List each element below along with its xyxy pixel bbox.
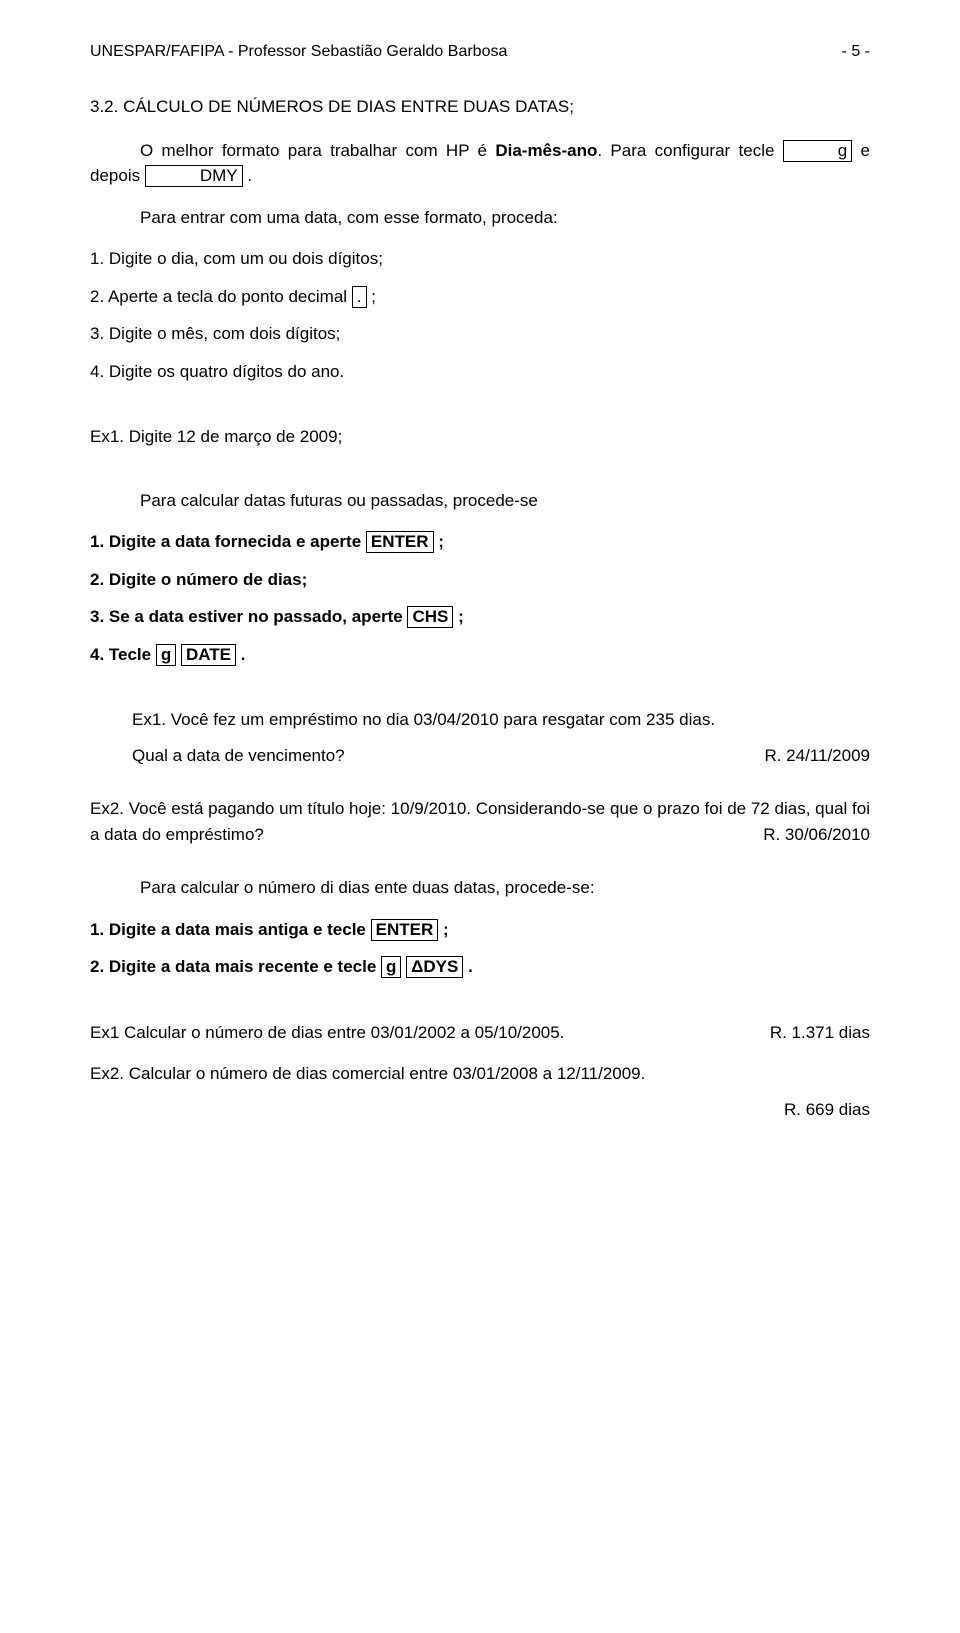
text: 3. Se a data estiver no passado, aperte <box>90 607 407 626</box>
calc-intro: Para calcular datas futuras ou passadas,… <box>90 488 870 514</box>
example-2: Ex2. Você está pagando um título hoje: 1… <box>90 796 870 847</box>
step2-item2: 2. Digite o número de dias; <box>90 567 870 593</box>
text: . Para configurar tecle <box>597 141 782 160</box>
ex1b-question: Qual a data de vencimento? <box>132 743 345 769</box>
step2-item1: 1. Digite a data fornecida e aperte ENTE… <box>90 529 870 555</box>
key-dot: . <box>352 286 367 308</box>
key-enter: ENTER <box>371 919 439 941</box>
step1-item4: 4. Digite os quatro dígitos do ano. <box>90 359 870 385</box>
ex1b-answer: R. 24/11/2009 <box>764 743 870 769</box>
key-dmy: DMY <box>145 165 243 187</box>
key-g: g <box>381 956 401 978</box>
example-1c: Ex1 Calcular o número de dias entre 03/0… <box>90 1020 870 1046</box>
step2-item4: 4. Tecle g DATE . <box>90 642 870 668</box>
key-g: g <box>783 140 852 162</box>
intro-paragraph-2: Para entrar com uma data, com esse forma… <box>90 205 870 231</box>
step3-item2: 2. Digite a data mais recente e tecle g … <box>90 954 870 980</box>
text: 1. Digite a data fornecida e aperte <box>90 532 366 551</box>
ex1c-answer: R. 1.371 dias <box>770 1020 870 1046</box>
key-ddys: ΔDYS <box>406 956 463 978</box>
step3-item1: 1. Digite a data mais antiga e tecle ENT… <box>90 917 870 943</box>
key-date: DATE <box>181 644 236 666</box>
text: Ex2. Você está pagando um título hoje: 1… <box>90 799 870 844</box>
header-left: UNESPAR/FAFIPA - Professor Sebastião Ger… <box>90 40 507 64</box>
text: ; <box>434 532 444 551</box>
calc2-intro: Para calcular o número di dias ente duas… <box>90 875 870 901</box>
example-1a: Ex1. Digite 12 de março de 2009; <box>90 424 870 450</box>
text: . <box>243 166 252 185</box>
text: 2. Digite a data mais recente e tecle <box>90 957 381 976</box>
ex1c-text: Ex1 Calcular o número de dias entre 03/0… <box>90 1020 564 1046</box>
header-page-number: - 5 - <box>842 40 870 64</box>
ex1b-line2: Qual a data de vencimento? R. 24/11/2009 <box>132 743 870 769</box>
text: 2. Aperte a tecla do ponto decimal <box>90 287 352 306</box>
step1-item1: 1. Digite o dia, com um ou dois dígitos; <box>90 246 870 272</box>
intro-paragraph-1: O melhor formato para trabalhar com HP é… <box>90 138 870 189</box>
ex2-answer: R. 30/06/2010 <box>763 822 870 848</box>
text: . <box>236 645 245 664</box>
text: O melhor formato para trabalhar com HP é <box>140 141 495 160</box>
ex1b-line1: Ex1. Você fez um empréstimo no dia 03/04… <box>132 707 870 733</box>
text: ; <box>438 920 448 939</box>
page-header: UNESPAR/FAFIPA - Professor Sebastião Ger… <box>90 40 870 64</box>
key-g: g <box>156 644 176 666</box>
text: . <box>463 957 472 976</box>
ex2-text: Ex2. Você está pagando um título hoje: 1… <box>90 796 870 847</box>
example-2b-answer: R. 669 dias <box>90 1097 870 1123</box>
text-bold: Dia-mês-ano <box>495 141 597 160</box>
text: 4. Tecle <box>90 645 156 664</box>
example-1b: Ex1. Você fez um empréstimo no dia 03/04… <box>90 707 870 768</box>
step1-item3: 3. Digite o mês, com dois dígitos; <box>90 321 870 347</box>
example-2b-text: Ex2. Calcular o número de dias comercial… <box>90 1061 870 1087</box>
step2-item3: 3. Se a data estiver no passado, aperte … <box>90 604 870 630</box>
key-chs: CHS <box>407 606 453 628</box>
step1-item2: 2. Aperte a tecla do ponto decimal . ; <box>90 284 870 310</box>
section-title: 3.2. CÁLCULO DE NÚMEROS DE DIAS ENTRE DU… <box>90 94 870 120</box>
text: 1. Digite a data mais antiga e tecle <box>90 920 371 939</box>
key-enter: ENTER <box>366 531 434 553</box>
text: ; <box>367 287 376 306</box>
text: ; <box>453 607 463 626</box>
